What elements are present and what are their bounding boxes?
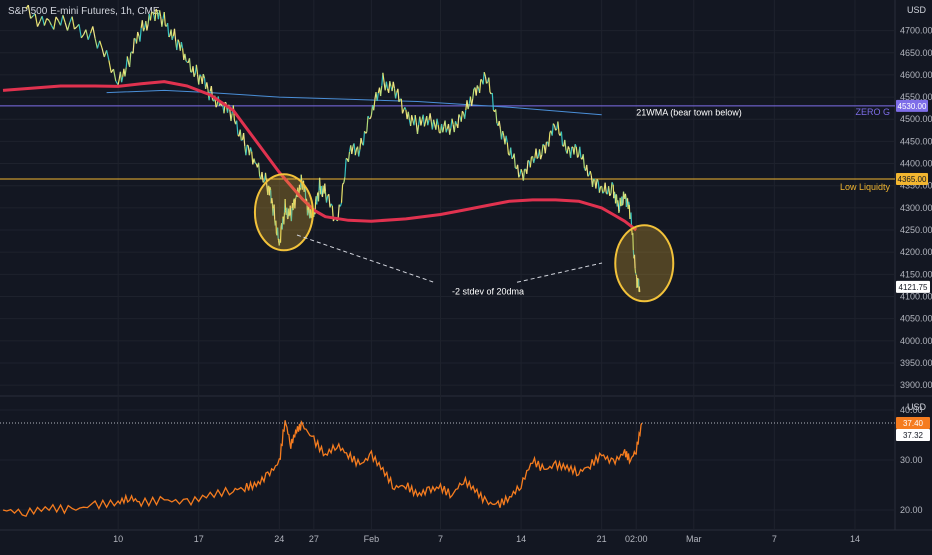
time-tick-label: 10: [113, 534, 123, 544]
indicator-ref-value-text: 37.32: [903, 431, 924, 440]
price-segment: [528, 160, 529, 161]
time-tick-label: 27: [309, 534, 319, 544]
time-tick-label: Mar: [686, 534, 702, 544]
time-tick-label: Feb: [364, 534, 380, 544]
indicator-tick-label: 30.00: [900, 455, 923, 465]
price-segment: [616, 194, 617, 195]
time-tick-label: 14: [516, 534, 526, 544]
indicator-last-value-text: 37.40: [903, 419, 924, 428]
price-tick-label: 4000.00: [900, 336, 932, 346]
level-price-tag-text: 4530.00: [898, 102, 927, 111]
time-tick-label: 21: [597, 534, 607, 544]
price-segment: [629, 202, 630, 205]
price-segment: [626, 199, 627, 207]
price-tick-label: 4450.00: [900, 136, 932, 146]
price-segment: [263, 182, 264, 183]
price-tick-label: 4050.00: [900, 314, 932, 324]
price-segment: [241, 140, 242, 141]
price-segment: [186, 61, 187, 62]
price-tick-label: 4300.00: [900, 203, 932, 213]
indicator-tick-label: 20.00: [900, 505, 923, 515]
price-tick-label: 4400.00: [900, 159, 932, 169]
level-label: Low Liquidty: [840, 182, 891, 192]
price-segment: [481, 79, 482, 80]
price-segment: [317, 196, 318, 205]
price-tick-label: 4600.00: [900, 70, 932, 80]
last-price-tag-text: 4121.75: [899, 283, 928, 292]
price-segment: [543, 144, 544, 145]
level-price-tag-text: 4365.00: [898, 175, 927, 184]
price-segment: [588, 175, 589, 176]
price-segment: [622, 204, 623, 206]
price-segment: [301, 175, 302, 182]
indicator-tick-label: 40.00: [900, 405, 923, 415]
chart-title: S&P 500 E-mini Futures, 1h, CME: [8, 6, 160, 17]
price-segment: [620, 198, 621, 206]
price-segment: [323, 186, 324, 193]
price-axis-title: USD: [907, 5, 927, 15]
time-tick-label: 7: [772, 534, 777, 544]
time-tick-label: 24: [274, 534, 284, 544]
price-segment: [320, 178, 321, 189]
price-segment: [319, 191, 320, 202]
time-tick-label: 17: [194, 534, 204, 544]
price-segment: [225, 102, 226, 103]
price-tick-label: 4500.00: [900, 114, 932, 124]
time-tick-label: 7: [438, 534, 443, 544]
annotation-text: 21WMA (bear town below): [636, 108, 742, 118]
price-tick-label: 4650.00: [900, 48, 932, 58]
highlight-ellipse: [615, 225, 673, 301]
price-segment: [619, 210, 620, 213]
price-segment: [325, 184, 326, 192]
price-segment: [618, 200, 619, 205]
price-segment: [346, 158, 347, 159]
price-segment: [625, 194, 626, 196]
price-tick-label: 3900.00: [900, 380, 932, 390]
time-tick-label: 02:00: [625, 534, 648, 544]
time-tick-label: 14: [850, 534, 860, 544]
price-segment: [616, 194, 617, 203]
price-segment: [169, 36, 170, 37]
price-tick-label: 4700.00: [900, 26, 932, 36]
level-label: ZERO G: [855, 107, 890, 117]
price-tick-label: 4100.00: [900, 292, 932, 302]
price-segment: [247, 145, 248, 146]
price-segment: [629, 205, 630, 219]
annotation-text: -2 stdev of 20dma: [452, 286, 524, 296]
price-segment: [630, 218, 631, 219]
price-segment: [594, 179, 595, 180]
highlight-ellipse: [255, 174, 313, 250]
price-segment: [614, 192, 615, 194]
price-tick-label: 4200.00: [900, 247, 932, 257]
price-segment: [222, 106, 223, 107]
price-segment: [624, 192, 625, 197]
price-tick-label: 3950.00: [900, 358, 932, 368]
price-segment: [321, 186, 322, 195]
price-tick-label: 4150.00: [900, 269, 932, 279]
price-segment: [134, 38, 135, 39]
price-segment: [255, 163, 256, 164]
price-segment: [512, 158, 513, 159]
price-tick-label: 4250.00: [900, 225, 932, 235]
